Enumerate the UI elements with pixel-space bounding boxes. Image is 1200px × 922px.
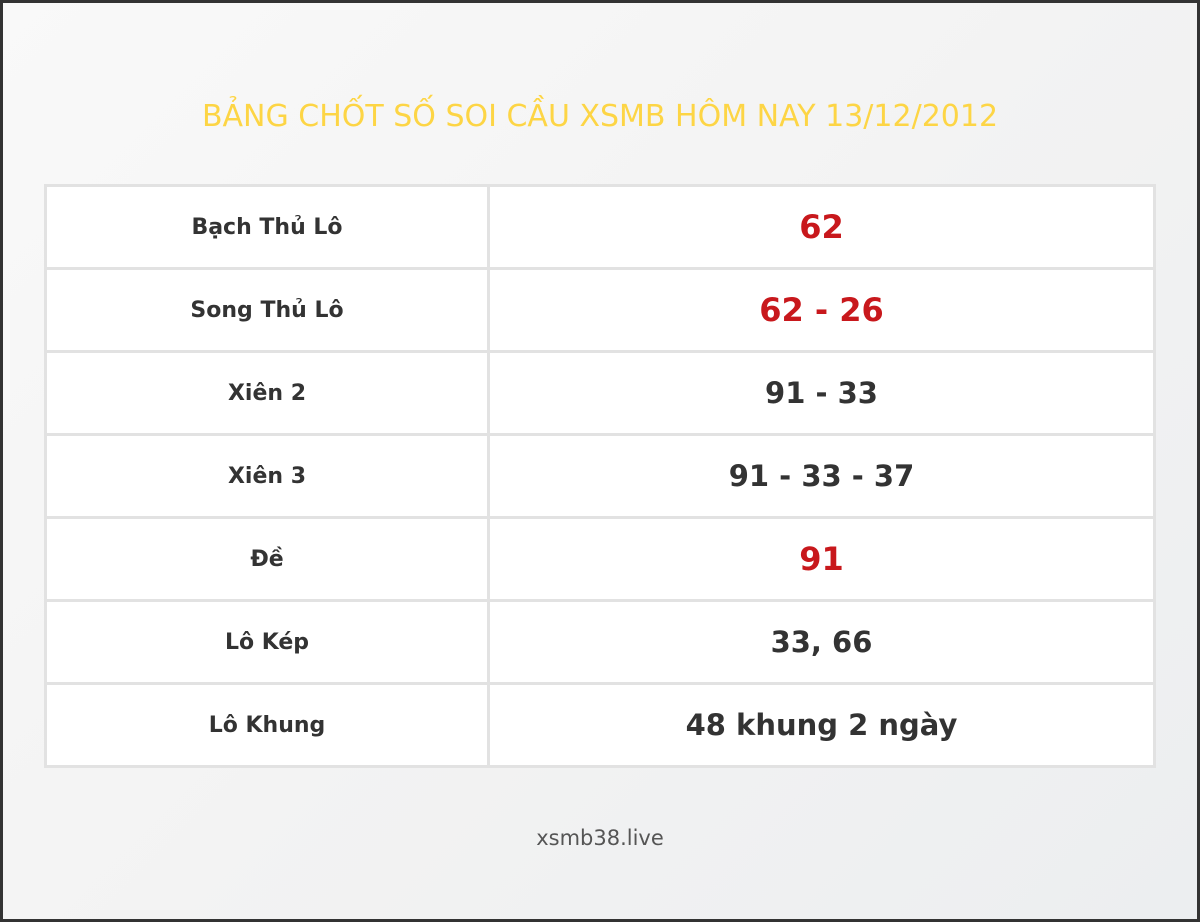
page-title: BẢNG CHỐT SỐ SOI CẦU XSMB HÔM NAY 13/12/… bbox=[201, 99, 999, 134]
table-row: Lô Kép 33, 66 bbox=[44, 599, 1156, 685]
table-row: Đề 91 bbox=[44, 516, 1156, 602]
row-label: Xiên 2 bbox=[44, 350, 490, 436]
row-value: 33, 66 bbox=[487, 599, 1156, 685]
row-label: Lô Kép bbox=[44, 599, 490, 685]
row-label: Song Thủ Lô bbox=[44, 267, 490, 353]
row-label: Bạch Thủ Lô bbox=[44, 184, 490, 270]
row-value: 91 - 33 bbox=[487, 350, 1156, 436]
row-value: 91 - 33 - 37 bbox=[487, 433, 1156, 519]
table-row: Bạch Thủ Lô 62 bbox=[44, 184, 1156, 270]
prediction-table: Bạch Thủ Lô 62 Song Thủ Lô 62 - 26 Xiên 2 91 … bbox=[44, 184, 1156, 768]
row-label: Xiên 3 bbox=[44, 433, 490, 519]
table-row: Song Thủ Lô 62 - 26 bbox=[44, 267, 1156, 353]
table-row: Xiên 3 91 - 33 - 37 bbox=[44, 433, 1156, 519]
row-value: 91 bbox=[487, 516, 1156, 602]
row-label: Lô Khung bbox=[44, 682, 490, 768]
row-value: 62 - 26 bbox=[487, 267, 1156, 353]
row-label: Đề bbox=[44, 516, 490, 602]
site-watermark: xsmb38.live bbox=[536, 826, 664, 850]
row-value: 48 khung 2 ngày bbox=[487, 682, 1156, 768]
table-row: Lô Khung 48 khung 2 ngày bbox=[44, 682, 1156, 768]
row-value: 62 bbox=[487, 184, 1156, 270]
table-row: Xiên 2 91 - 33 bbox=[44, 350, 1156, 436]
